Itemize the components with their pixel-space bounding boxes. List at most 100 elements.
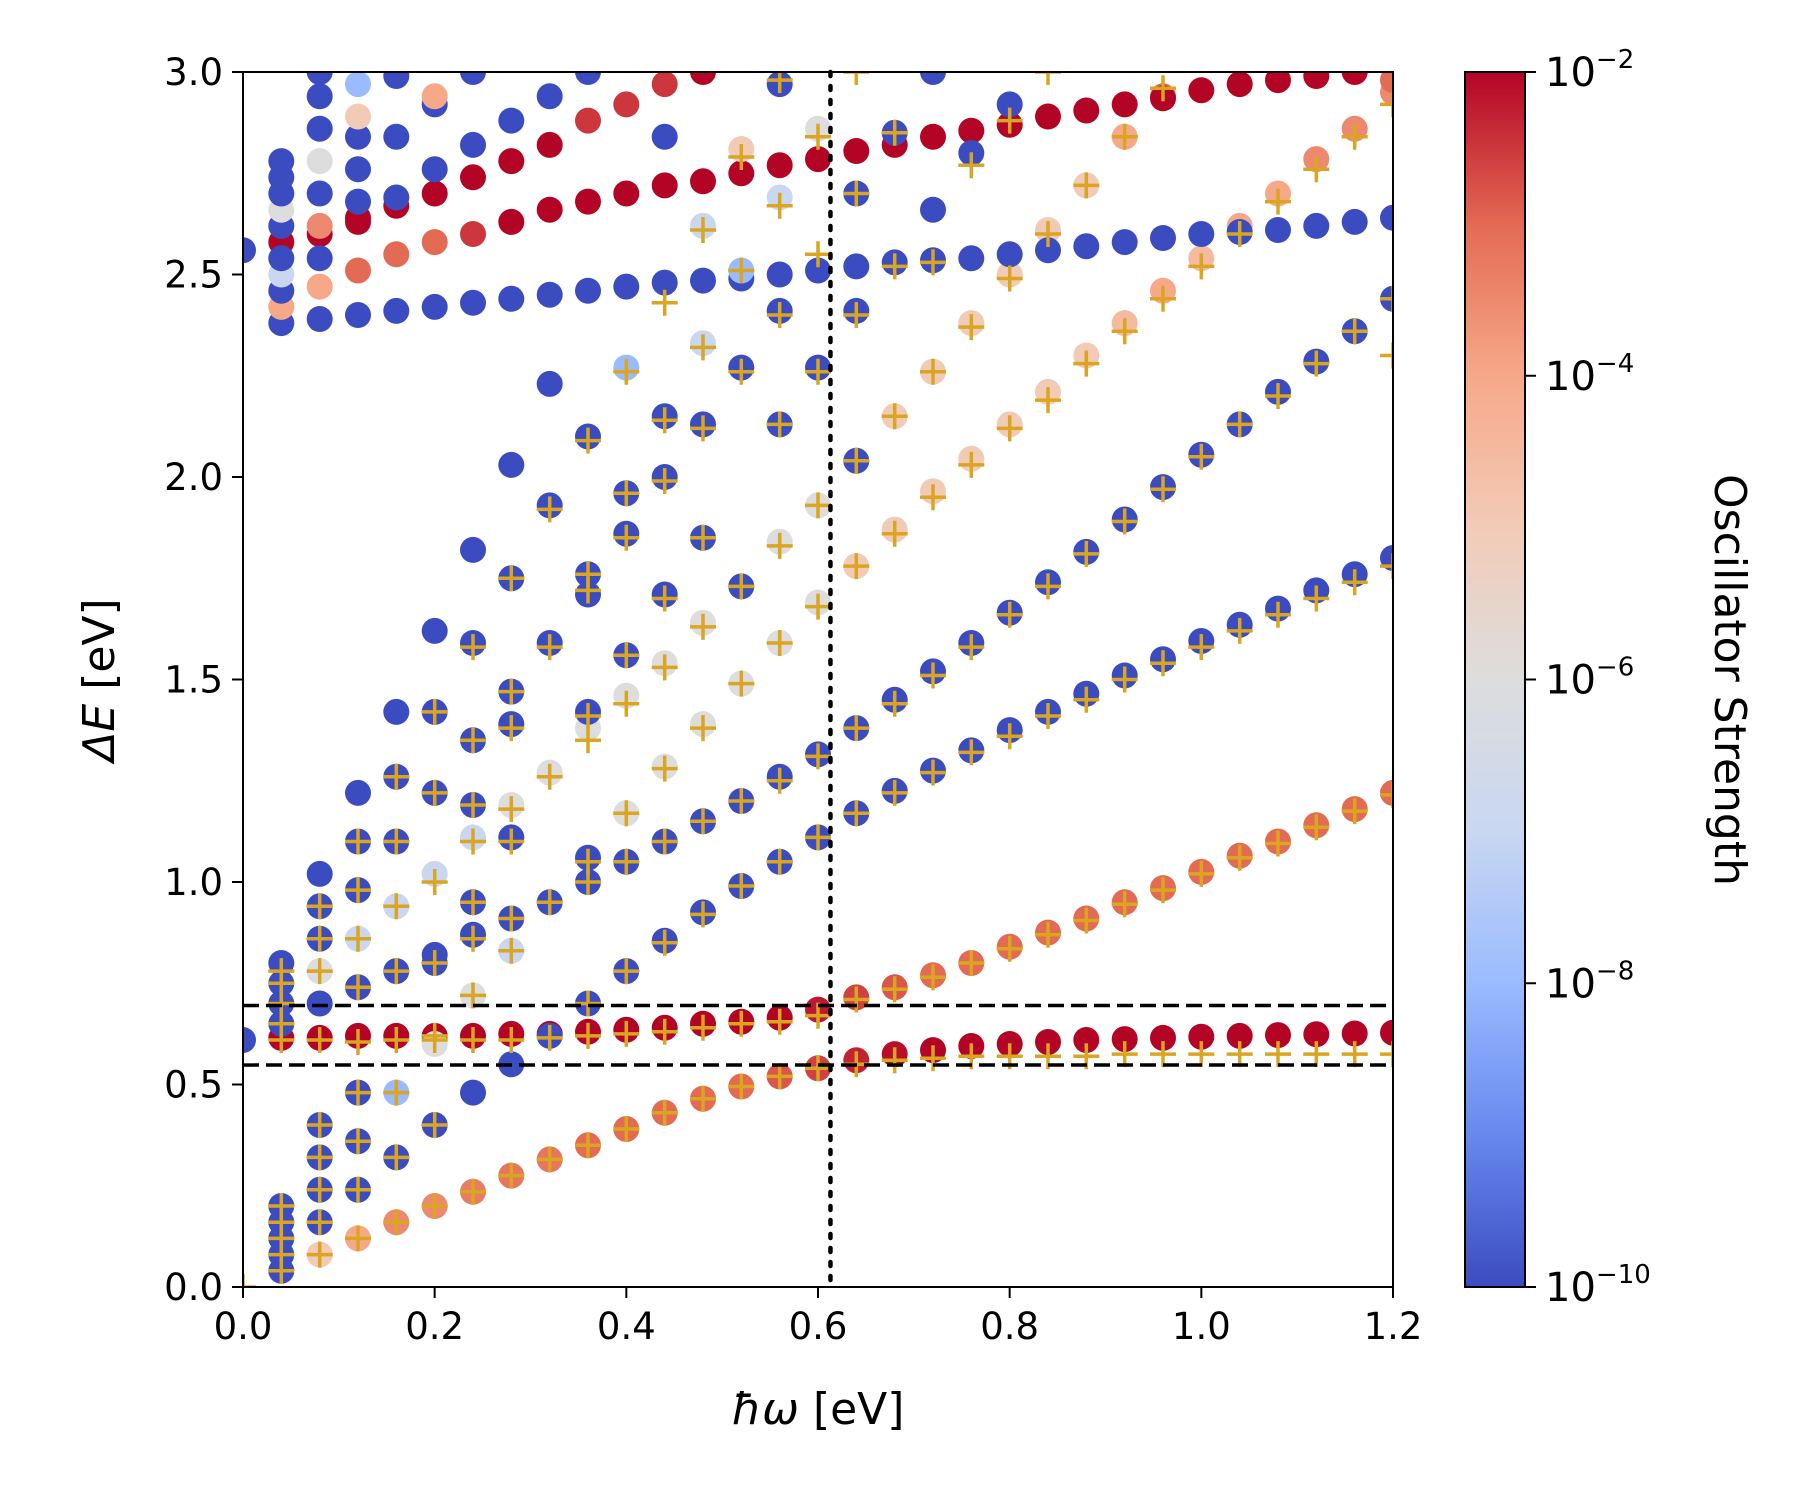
plus-marker [1035, 72, 1061, 85]
data-point [345, 72, 371, 98]
data-point [996, 241, 1023, 268]
data-point [383, 698, 410, 725]
data-point [1341, 208, 1368, 235]
data-point [383, 72, 410, 89]
plus-marker [306, 1241, 333, 1268]
data-point [345, 123, 371, 150]
data-point [345, 188, 371, 215]
data-point [536, 83, 563, 110]
plus-marker [1150, 877, 1176, 904]
y-tick-label: 0.0 [164, 1266, 223, 1309]
plus-marker [613, 800, 640, 827]
data-point [1073, 1027, 1100, 1053]
y-axis-label: ΔE [eV] [74, 598, 125, 764]
plus-marker [843, 553, 870, 580]
data-point [345, 156, 371, 183]
plus-marker [536, 889, 563, 916]
plus-marker [805, 743, 831, 770]
data-point [421, 180, 448, 207]
plus-marker [881, 403, 908, 430]
plus-marker [920, 249, 946, 276]
plus-marker [1303, 814, 1330, 841]
plus-marker [996, 723, 1023, 750]
data-point [421, 293, 448, 320]
data-point [498, 148, 525, 175]
y-tick-label: 0.5 [164, 1064, 223, 1107]
plus-marker [1111, 1041, 1138, 1068]
plus-marker [575, 427, 601, 454]
data-point [460, 72, 486, 85]
plus-marker [651, 1018, 678, 1045]
plus-marker [881, 1047, 908, 1074]
data-point [345, 302, 371, 328]
plus-marker [1035, 387, 1061, 414]
plus-marker [1188, 253, 1215, 280]
plus-marker [1073, 350, 1100, 377]
plus-marker [1073, 686, 1100, 713]
data-point [613, 180, 640, 207]
data-point [498, 208, 525, 235]
plus-marker [1035, 221, 1061, 247]
data-point [383, 123, 410, 150]
plus-marker [766, 72, 793, 94]
plus-marker [766, 411, 793, 438]
data-point [613, 273, 640, 300]
data-point [460, 536, 486, 563]
plus-marker [383, 828, 410, 855]
plus-marker [498, 796, 525, 823]
plus-marker [690, 1014, 716, 1041]
plus-marker [460, 1178, 486, 1205]
data-point [958, 245, 985, 272]
plus-marker [766, 630, 793, 656]
plus-marker [958, 950, 985, 976]
plus-marker [651, 289, 678, 316]
plus-marker [1188, 634, 1215, 661]
data-point [613, 91, 640, 118]
plus-marker [383, 958, 410, 985]
plus-marker [613, 690, 640, 717]
plus-marker [651, 585, 678, 612]
plus-marker [613, 480, 640, 507]
data-point [243, 237, 256, 264]
plus-marker [498, 828, 525, 855]
plus-marker [498, 565, 525, 592]
data-point [1265, 1022, 1291, 1049]
plus-marker [345, 1176, 371, 1203]
colorbar-tick-label: 10−10 [1545, 1260, 1651, 1311]
plus-marker [1303, 156, 1330, 183]
colorbar-tick-label: 10−8 [1545, 956, 1634, 1007]
plus-marker [613, 1020, 640, 1047]
data-point [345, 779, 371, 806]
data-point [1380, 204, 1393, 231]
plus-marker [613, 642, 640, 669]
plus-marker [1111, 508, 1138, 535]
data-point [306, 83, 333, 110]
x-axis-ticks: 0.0 0.2 0.4 0.6 0.8 1.0 1.2 [214, 1287, 1422, 1348]
y-tick-label: 1.5 [164, 659, 223, 702]
plus-marker [383, 1144, 410, 1171]
data-point [306, 212, 333, 239]
colorbar-label: Oscillator Strength [1704, 474, 1755, 886]
data-point [920, 123, 946, 150]
plus-marker [383, 763, 410, 790]
plus-marker [460, 1027, 486, 1053]
plus-marker [881, 779, 908, 806]
data-point [1035, 103, 1061, 130]
data-point [1226, 72, 1253, 98]
plus-marker [421, 869, 448, 895]
colorbar-ticks: 10−10 10−8 10−6 10−4 10−2 [1525, 45, 1651, 1311]
plus-marker [498, 1027, 525, 1053]
plus-marker [383, 1079, 410, 1106]
data-point [536, 370, 563, 397]
plus-marker [498, 678, 525, 705]
data-point [958, 117, 985, 144]
x-tick-label: 0.2 [405, 1305, 464, 1348]
plus-marker [881, 520, 908, 547]
plus-marker [575, 990, 601, 1017]
data-point [575, 72, 601, 85]
data-point [421, 617, 448, 644]
plus-marker [575, 1132, 601, 1159]
data-point [460, 164, 486, 191]
plus-marker [613, 1116, 640, 1142]
data-point [306, 990, 333, 1017]
